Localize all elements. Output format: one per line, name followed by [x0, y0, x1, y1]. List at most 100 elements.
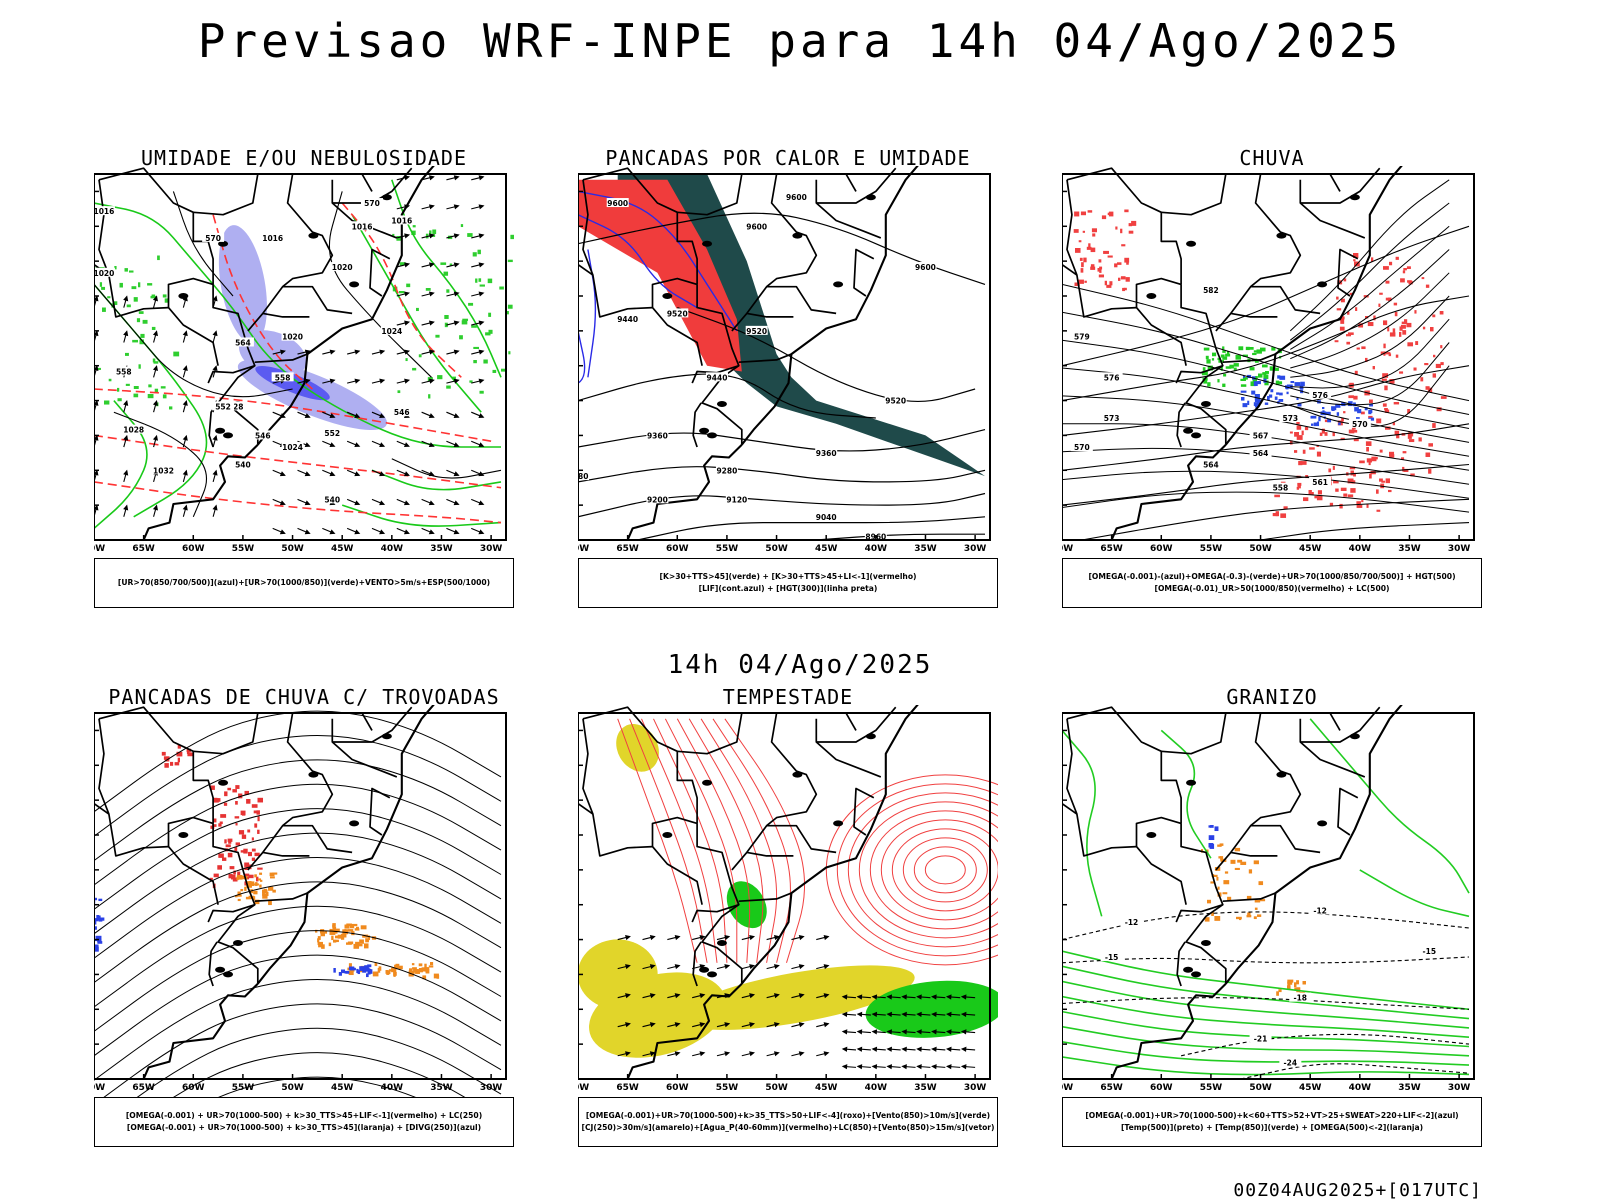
contour-label: 9280	[716, 466, 737, 475]
legend-line-2: [Temp(500)](preto) + [Temp(850)](verde) …	[1121, 1122, 1423, 1134]
field-speckle	[1262, 372, 1266, 375]
field-speckle	[373, 972, 379, 977]
field-speckle	[508, 260, 513, 262]
field-speckle	[1367, 504, 1369, 508]
field-speckle	[1414, 368, 1417, 371]
field-speckle	[1348, 395, 1354, 398]
lon-tick-label: 45W	[331, 544, 354, 554]
field-speckle	[1414, 310, 1416, 313]
field-speckle	[483, 360, 487, 364]
panel-pancadas-trovoadas: PANCADAS DE CHUVA C/ TROVOADAS 12S15S18S…	[94, 685, 514, 1165]
field-speckle	[479, 278, 482, 282]
field-speckle	[1298, 461, 1302, 465]
lake-marker	[178, 832, 188, 838]
contour-label: 570	[1074, 443, 1090, 452]
field-speckle	[1209, 835, 1215, 840]
field-speckle	[1423, 327, 1425, 330]
field-speckle	[246, 799, 250, 804]
field-speckle	[349, 971, 354, 975]
contour-label: 9600	[746, 222, 767, 231]
field-speckle	[1395, 312, 1398, 316]
lon-tick-label: 55W	[232, 1083, 255, 1093]
field-speckle	[1303, 450, 1306, 454]
field-speckle	[270, 873, 275, 877]
lake-marker	[792, 233, 802, 239]
field-speckle	[1279, 393, 1283, 396]
field-speckle	[330, 932, 336, 935]
field-speckle	[1402, 467, 1404, 472]
field-speckle	[1274, 495, 1280, 498]
field-speckle	[1263, 375, 1268, 380]
field-speckle	[178, 758, 180, 763]
field-speckle	[1099, 267, 1102, 270]
field-speckle	[132, 286, 137, 289]
field-speckle	[1084, 281, 1086, 283]
field-speckle	[1380, 450, 1383, 453]
field-speckle	[1376, 419, 1381, 424]
field-speckle	[1203, 367, 1206, 371]
field-speckle	[1255, 900, 1260, 902]
field-speckle	[1428, 443, 1433, 446]
field-speckle	[1222, 346, 1224, 349]
lake-marker	[1183, 967, 1193, 973]
field-speckle	[175, 762, 180, 765]
field-speckle	[357, 944, 363, 946]
field-speckle	[1386, 298, 1391, 301]
lake-marker	[178, 293, 188, 299]
field-speckle	[1353, 396, 1357, 400]
field-speckle	[1335, 340, 1339, 342]
field-speckle	[1346, 342, 1350, 345]
field-speckle	[1432, 315, 1435, 318]
contour-label: 9600	[607, 199, 628, 208]
field-speckle	[1367, 458, 1372, 462]
field-speckle	[152, 327, 156, 330]
field-speckle	[1354, 407, 1359, 411]
map-tempestade: 12S15S18S21S24S27S30S33S36S39S42S70W65W6…	[578, 705, 998, 1097]
field-speckle	[1403, 451, 1407, 453]
field-speckle	[437, 375, 442, 379]
contour-label: 1016	[262, 234, 283, 243]
contour-label: 558	[116, 368, 132, 377]
field-speckle	[1223, 892, 1228, 894]
lake-marker	[223, 432, 233, 438]
field-speckle	[333, 940, 336, 943]
field-speckle	[1389, 452, 1394, 457]
field-speckle	[243, 849, 247, 854]
field-speckle	[1317, 495, 1323, 500]
field-speckle	[1287, 985, 1290, 988]
field-speckle	[1383, 344, 1385, 349]
lon-tick-label: 35W	[430, 1083, 453, 1093]
field-speckle	[1121, 276, 1126, 279]
field-speckle	[1328, 469, 1331, 473]
field-speckle	[235, 785, 239, 789]
field-speckle	[1389, 262, 1392, 265]
field-speckle	[214, 874, 219, 878]
field-speckle	[428, 394, 430, 398]
contour-label: 570	[364, 199, 380, 208]
field-speckle	[1092, 228, 1097, 232]
lon-tick-label: 50W	[765, 544, 788, 554]
field-speckle	[1280, 513, 1286, 518]
lake-marker	[308, 772, 318, 778]
field-speckle	[348, 942, 353, 945]
map-umidade: 1016101610161016102010201020102410241028…	[94, 166, 514, 558]
field-speckle	[1209, 843, 1214, 848]
field-speckle	[1309, 490, 1312, 495]
lon-tick-label: 70W	[94, 544, 105, 554]
contour-label: -15	[1105, 953, 1119, 962]
lake-marker	[1191, 432, 1201, 438]
field-speckle	[406, 358, 408, 361]
field-speckle	[1303, 981, 1306, 985]
lon-tick-label: 30W	[480, 1083, 503, 1093]
field-speckle	[1384, 408, 1388, 410]
lon-tick-label: 35W	[1398, 1083, 1421, 1093]
field-speckle	[409, 968, 412, 972]
contour-label: 552	[324, 429, 340, 438]
legend-line-2: [OMEGA(-0.01)_UR>50(1000/850)(vermelho) …	[1155, 583, 1390, 595]
lon-tick-label: 55W	[1200, 544, 1223, 554]
field-speckle	[1378, 304, 1380, 307]
field-speckle	[163, 394, 167, 398]
field-speckle	[393, 972, 397, 976]
field-speckle	[1218, 887, 1220, 890]
